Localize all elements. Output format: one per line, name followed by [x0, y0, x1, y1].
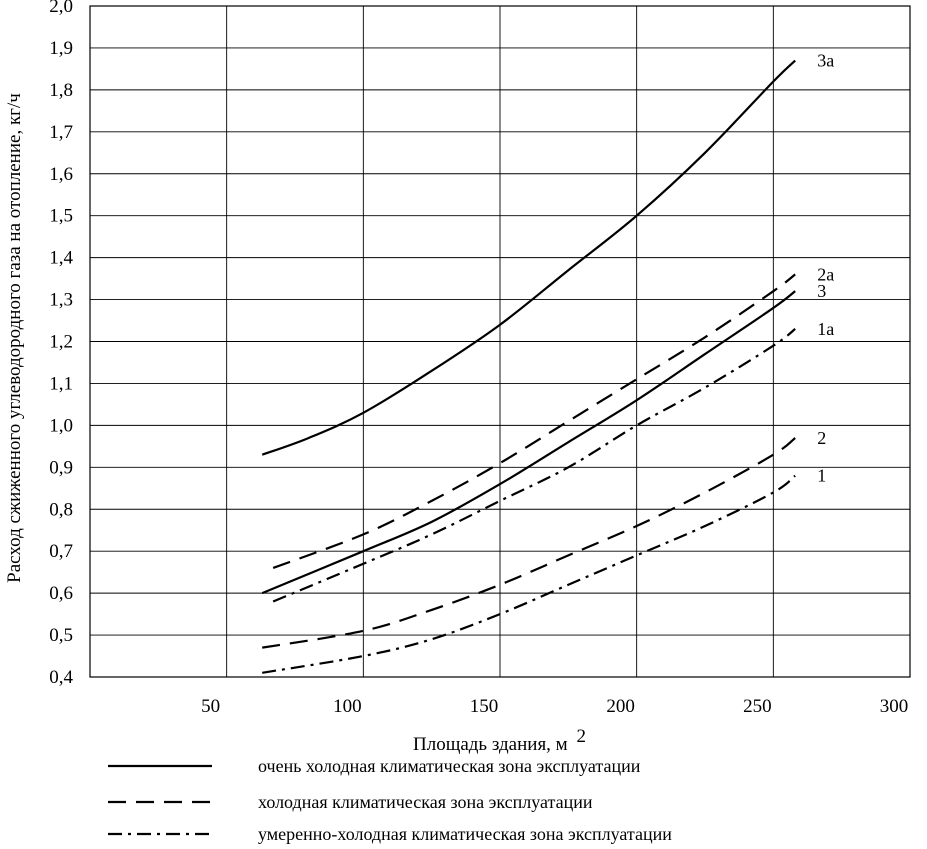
series-label-3: 3	[817, 281, 826, 301]
x-axis-title: Площадь здания, м 2	[413, 726, 586, 755]
y-tick-label: 1,9	[49, 38, 73, 59]
y-tick-labels: 0,4 0,5 0,6 0,7 0,8 0,9 1,0 1,1 1,2 1,3 1,4 1,5 1,6 1…	[49, 0, 73, 688]
legend-label-solid: очень холодная климатическая зона эксплу…	[258, 756, 641, 776]
x-tick-labels: 50 100 150 200 250 300	[201, 696, 908, 717]
series-line-2	[262, 437, 796, 649]
y-tick-label: 1,5	[49, 206, 73, 227]
y-tick-label: 1,7	[49, 122, 73, 143]
y-tick-label: 2,0	[49, 0, 73, 17]
y-tick-label: 1,1	[49, 373, 73, 394]
series-line-1а	[272, 328, 796, 603]
y-tick-label: 0,8	[49, 499, 73, 520]
series-labels: 3а 2а3 1а 2 1	[817, 51, 834, 486]
y-tick-label: 1,3	[49, 290, 73, 311]
series-line-3а	[261, 59, 796, 456]
y-tick-label: 0,9	[49, 457, 73, 478]
series-line-1	[262, 474, 796, 674]
series-label-2: 2	[817, 428, 826, 448]
grid	[89, 5, 911, 678]
y-tick-label: 0,7	[49, 541, 73, 562]
x-tick-label: 150	[470, 696, 499, 717]
y-tick-label: 1,6	[49, 164, 73, 185]
x-axis-title-sup: 2	[576, 726, 586, 747]
series-label-3а: 3а	[817, 51, 834, 71]
x-tick-label: 250	[743, 696, 772, 717]
y-tick-label: 1,4	[49, 248, 73, 269]
data-series	[261, 59, 796, 674]
y-tick-label: 0,5	[49, 625, 73, 646]
series-label-1а: 1а	[817, 319, 834, 339]
y-tick-label: 0,4	[49, 667, 73, 688]
x-axis-title-text: Площадь здания, м	[413, 734, 568, 755]
y-axis-title: Расход сжиженного углеводородного газа н…	[4, 93, 25, 583]
legend-label-dashdot: умеренно-холодная климатическая зона экс…	[258, 824, 672, 844]
y-tick-label: 1,2	[49, 332, 73, 353]
series-line-3	[261, 290, 796, 595]
x-tick-label: 300	[880, 696, 909, 717]
series-label-2а: 2а	[817, 264, 834, 284]
legend: очень холодная климатическая зона эксплу…	[108, 756, 672, 844]
legend-label-dashed: холодная климатическая зона эксплуатации	[258, 792, 593, 812]
y-tick-label: 1,8	[49, 80, 73, 101]
x-tick-label: 200	[606, 696, 635, 717]
series-label-1: 1	[817, 466, 826, 486]
y-tick-label: 1,0	[49, 415, 73, 436]
y-tick-label: 0,6	[49, 583, 73, 604]
x-tick-label: 100	[333, 696, 362, 717]
series-line-2а	[272, 273, 796, 569]
x-tick-label: 50	[201, 696, 220, 717]
